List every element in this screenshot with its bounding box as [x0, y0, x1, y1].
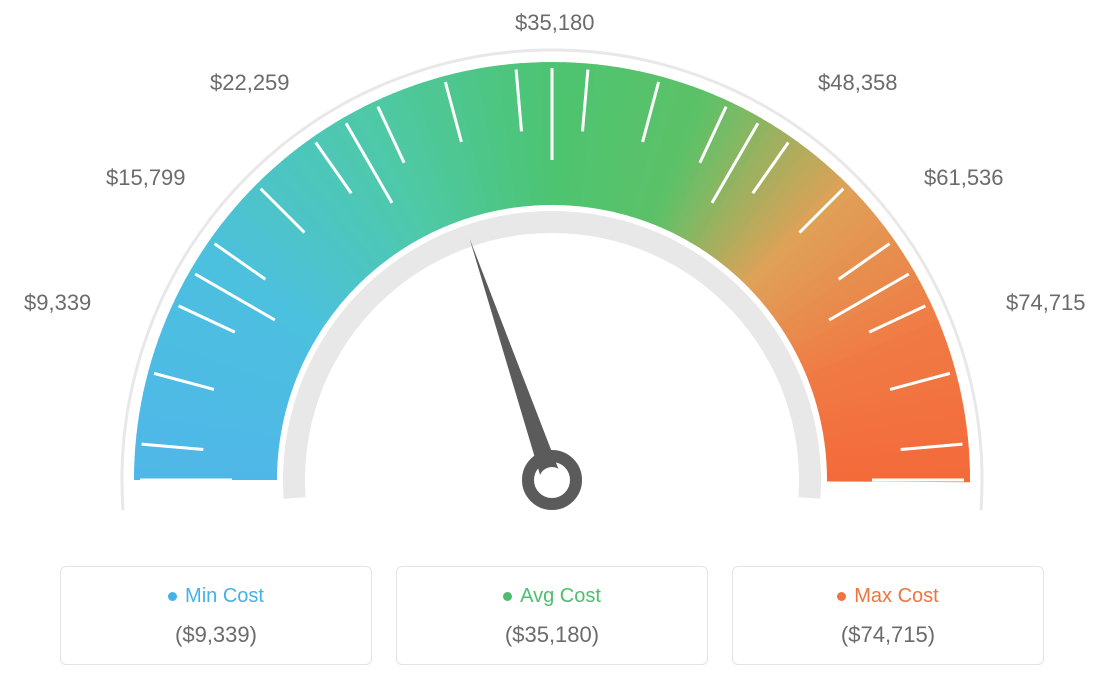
legend-title-avg: Avg Cost [503, 585, 601, 608]
legend-card-min: Min Cost ($9,339) [60, 566, 372, 665]
legend-title-text: Max Cost [854, 585, 938, 608]
dot-icon [837, 592, 846, 601]
legend-value-max: ($74,715) [733, 622, 1043, 648]
gauge-tick-label: $15,799 [106, 165, 186, 191]
legend-title-min: Min Cost [168, 585, 264, 608]
gauge-tick-label: $9,339 [24, 290, 91, 316]
gauge-area: $9,339 $15,799 $22,259 $35,180 $48,358 $61,53… [0, 0, 1104, 530]
gauge-svg [0, 0, 1104, 530]
legend-card-max: Max Cost ($74,715) [732, 566, 1044, 665]
needle-hub-inner [539, 467, 565, 493]
legend-title-text: Avg Cost [520, 585, 601, 608]
gauge-tick-label: $22,259 [210, 70, 290, 96]
gauge-needle [470, 239, 562, 484]
gauge-tick-label: $48,358 [818, 70, 898, 96]
legend-row: Min Cost ($9,339) Avg Cost ($35,180) Max… [0, 566, 1104, 665]
dot-icon [168, 592, 177, 601]
dot-icon [503, 592, 512, 601]
gauge-tick-label: $74,715 [1006, 290, 1086, 316]
legend-title-text: Min Cost [185, 585, 264, 608]
cost-gauge-chart: $9,339 $15,799 $22,259 $35,180 $48,358 $61,53… [0, 0, 1104, 690]
legend-value-min: ($9,339) [61, 622, 371, 648]
gauge-tick-label: $35,180 [515, 10, 595, 36]
legend-title-max: Max Cost [837, 585, 938, 608]
gauge-tick-label: $61,536 [924, 165, 1004, 191]
legend-value-avg: ($35,180) [397, 622, 707, 648]
legend-card-avg: Avg Cost ($35,180) [396, 566, 708, 665]
